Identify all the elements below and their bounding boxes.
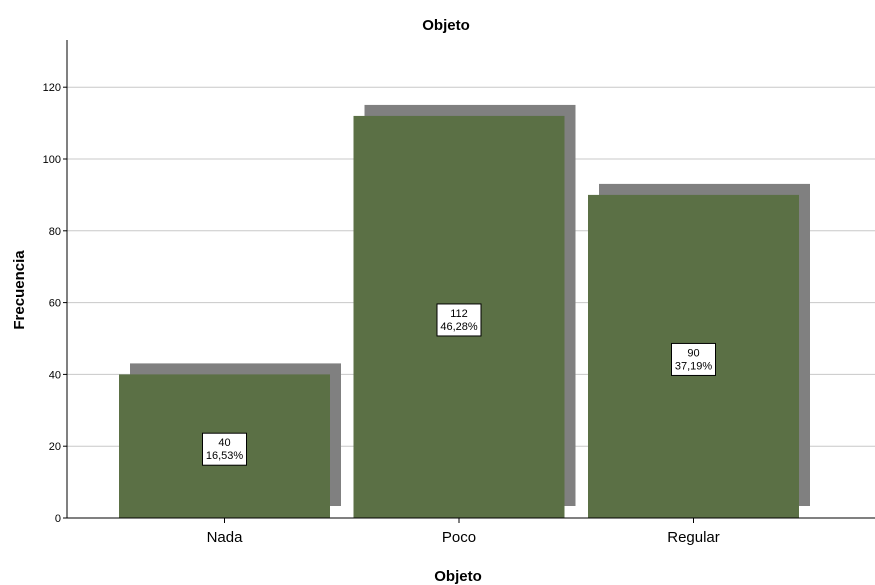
x-tick-label: Regular	[667, 529, 720, 546]
chart-title: Objeto	[422, 17, 470, 34]
y-tick-label: 0	[55, 513, 61, 525]
data-label-box	[436, 303, 482, 337]
y-axis-label: Frecuencia	[11, 250, 28, 330]
y-tick-label: 120	[43, 82, 61, 94]
y-tick-label: 60	[49, 298, 61, 310]
y-tick-label: 20	[49, 441, 61, 453]
data-label-count: 40	[218, 437, 230, 449]
y-tick-label: 40	[49, 369, 61, 381]
x-tick-label: Nada	[207, 529, 244, 546]
data-label-box	[202, 432, 247, 466]
x-axis-label: Objeto	[434, 568, 482, 585]
y-tick-label: 80	[49, 226, 61, 238]
data-label-box	[671, 342, 716, 376]
data-label-percent: 37,19%	[675, 360, 713, 372]
data-label-percent: 46,28%	[440, 321, 478, 333]
x-tick-label: Poco	[442, 529, 476, 546]
y-axis-ticks: 0 20 40 60 80 100 120	[43, 82, 67, 525]
x-axis-ticks: Nada Poco Regular	[207, 518, 720, 546]
y-tick-label: 100	[43, 154, 61, 166]
data-label-percent: 16,53%	[206, 450, 244, 462]
data-label-count: 90	[687, 347, 699, 359]
data-label-count: 112	[450, 308, 468, 320]
